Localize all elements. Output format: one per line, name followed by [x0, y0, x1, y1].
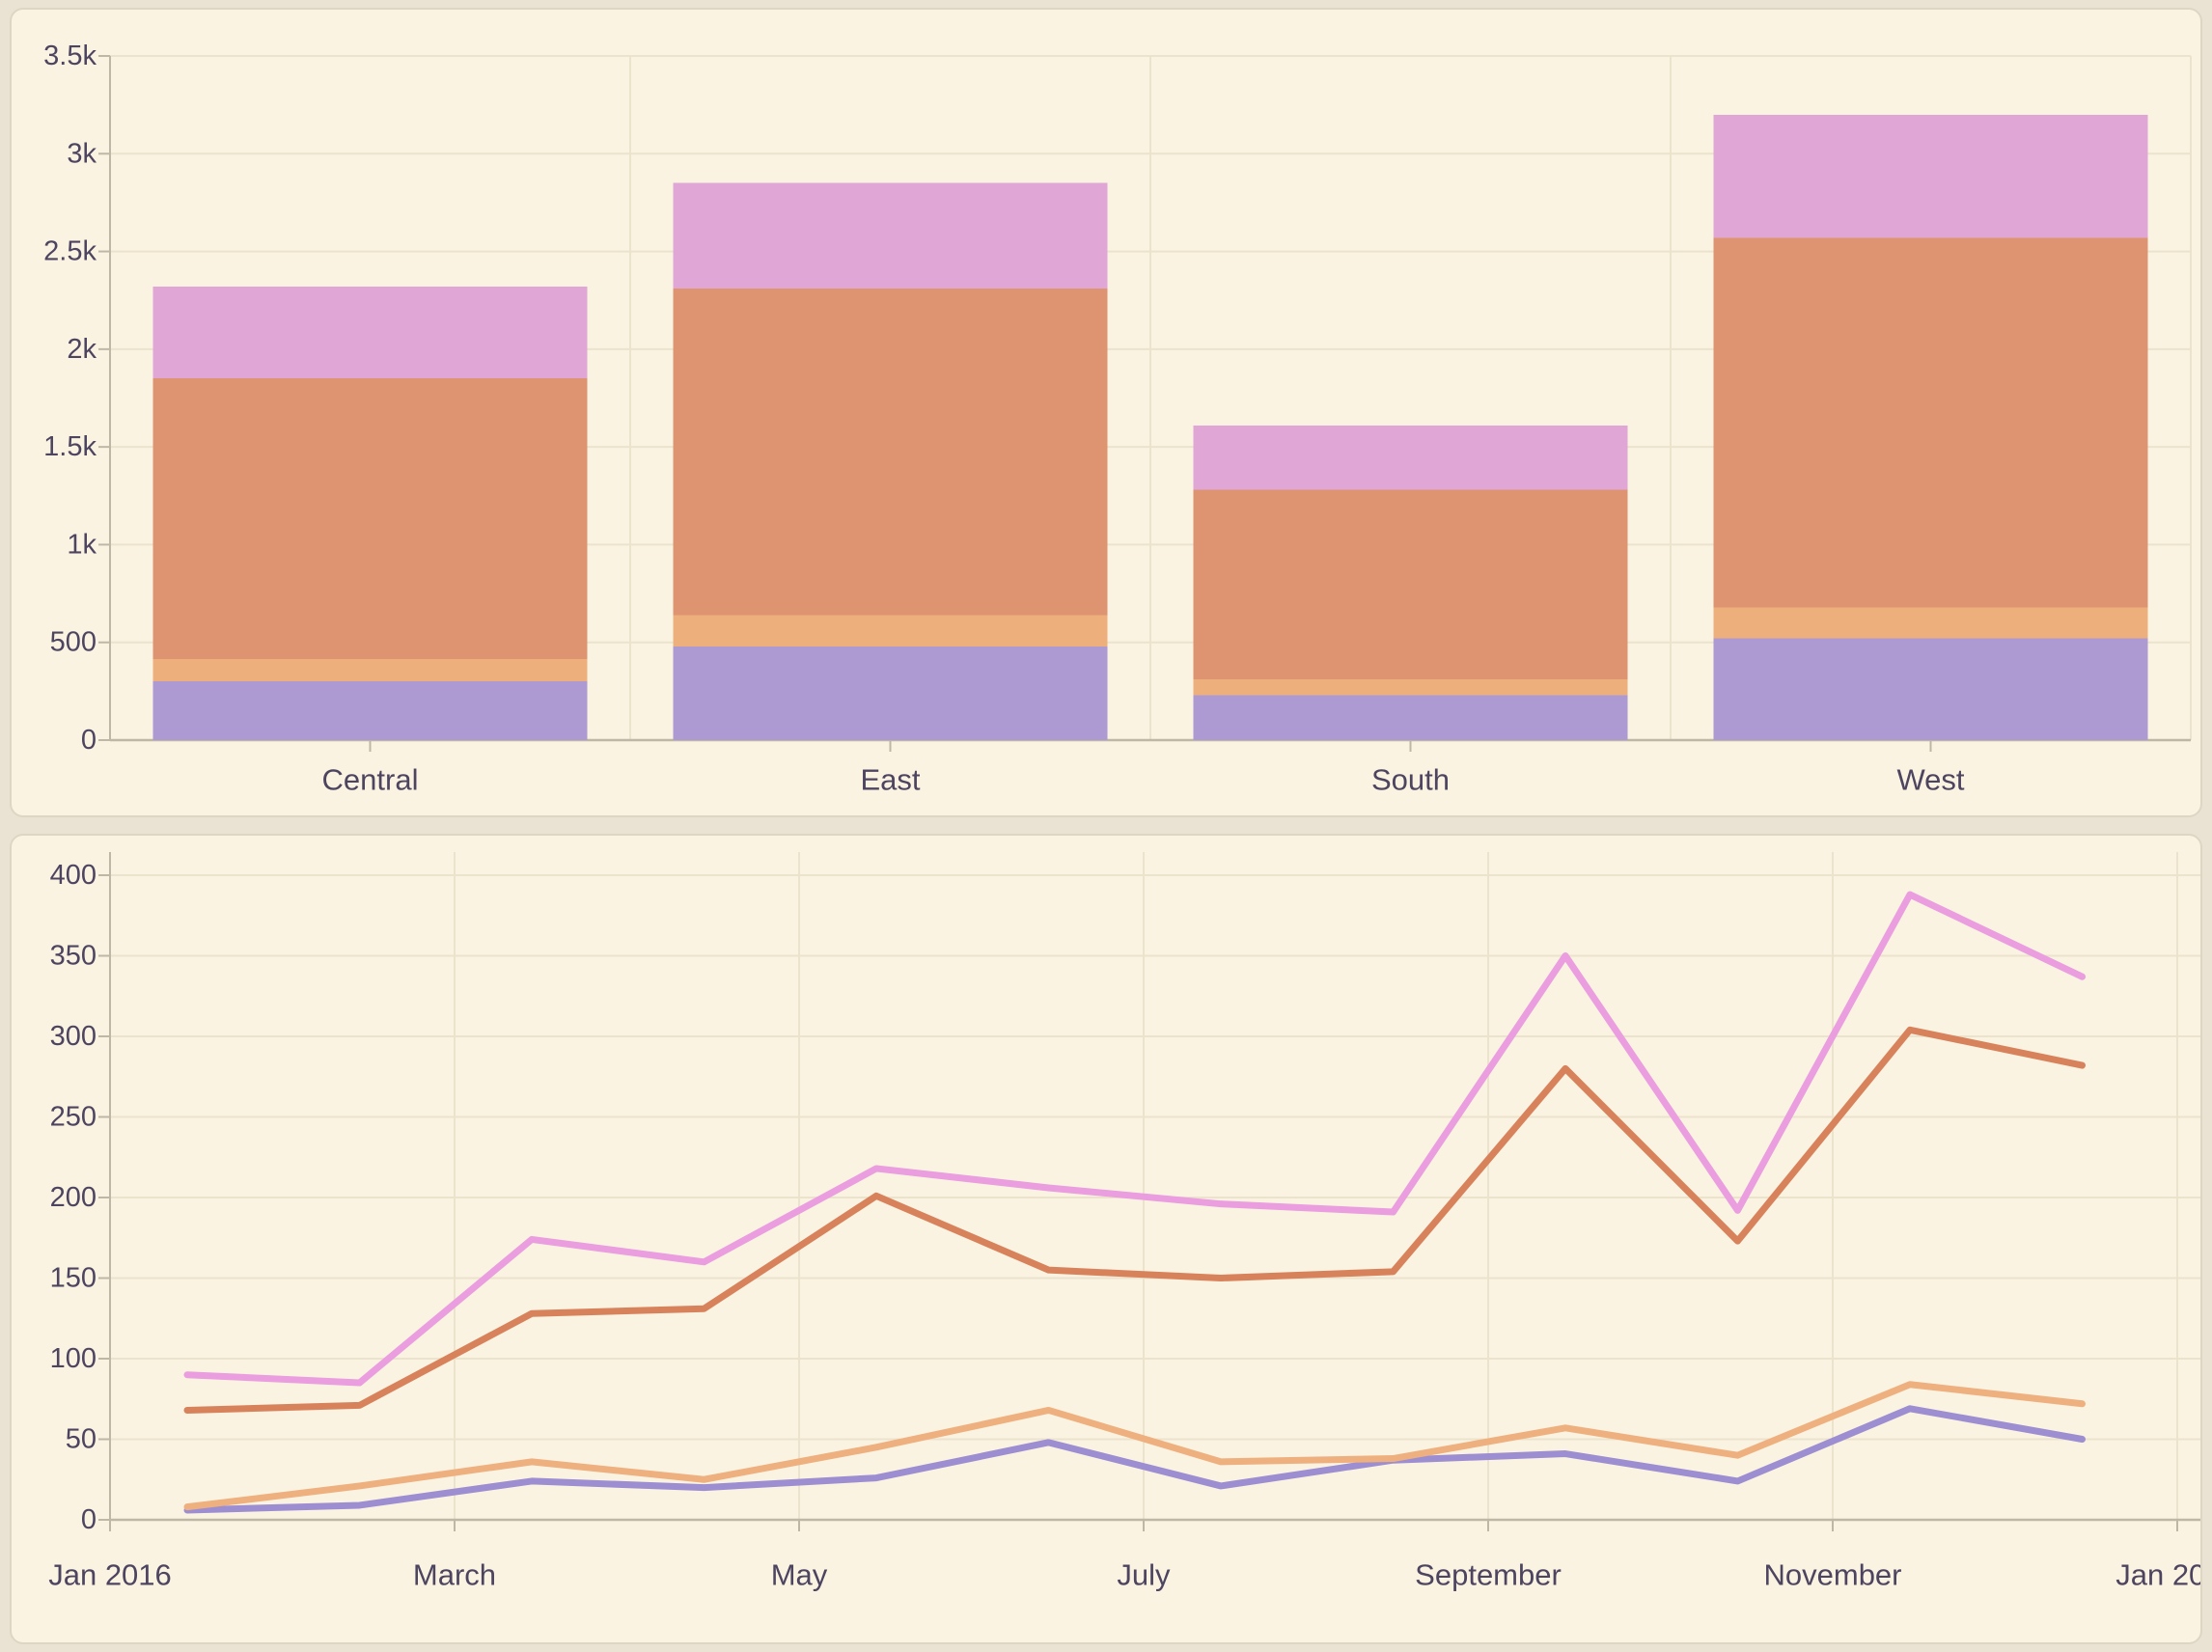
y-axis-tick-label: 0 [81, 1504, 97, 1535]
line-series-orange[interactable] [183, 1381, 2086, 1511]
y-axis-tick-label: 0 [81, 725, 97, 756]
y-axis-tick-label: 3.5k [43, 41, 97, 71]
bar-segment-pink-central[interactable] [152, 287, 588, 379]
y-axis-tick-label: 200 [50, 1182, 97, 1213]
bar-segment-purple-east[interactable] [673, 646, 1108, 740]
category-label: Central [322, 763, 419, 797]
bar-segment-orange-central[interactable] [152, 658, 588, 682]
y-axis-tick-label: 3k [67, 138, 97, 169]
x-axis-tick-label: May [771, 1558, 828, 1592]
line-series-salmon[interactable] [183, 1026, 2086, 1414]
bar-segment-pink-south[interactable] [1193, 425, 1628, 490]
bar-segment-orange-east[interactable] [673, 615, 1108, 647]
y-axis-tick-label: 300 [50, 1021, 97, 1052]
y-axis-tick-label: 400 [50, 860, 97, 891]
bar-segment-salmon-south[interactable] [1193, 489, 1628, 680]
y-axis-tick-label: 2k [67, 334, 97, 365]
bar-segment-purple-south[interactable] [1193, 695, 1628, 740]
line-series-purple[interactable] [183, 1405, 2086, 1514]
x-axis-tick-label: Jan 2016 [48, 1558, 172, 1592]
bar-segment-orange-west[interactable] [1713, 607, 2148, 639]
bar-segment-purple-west[interactable] [1713, 638, 2148, 740]
bar-segment-pink-east[interactable] [673, 182, 1108, 289]
bar-segment-pink-west[interactable] [1713, 114, 2148, 238]
x-axis-tick-label: November [1764, 1558, 1902, 1592]
x-axis-tick-label: July [1117, 1558, 1171, 1592]
x-axis-tick-label: March [413, 1558, 496, 1592]
y-axis-tick-label: 50 [66, 1424, 97, 1455]
y-axis-tick-label: 100 [50, 1343, 97, 1374]
line-series-violet[interactable] [183, 891, 2086, 1387]
line-chart-panel: 0 50 100 150 200 250 300 350 400 Jan 2016 March May… [10, 834, 2202, 1644]
category-label: East [860, 763, 920, 797]
category-label: South [1371, 763, 1450, 797]
line-chart: 0 50 100 150 200 250 300 350 400 Jan 2016 March May… [48, 852, 2200, 1592]
bar-segment-orange-south[interactable] [1193, 679, 1628, 696]
y-axis-tick-label: 250 [50, 1102, 97, 1133]
bar-segment-purple-central[interactable] [152, 681, 588, 740]
x-axis-tick-label: September [1415, 1558, 1562, 1592]
bar-segment-salmon-central[interactable] [152, 378, 588, 659]
y-axis-tick-label: 350 [50, 941, 97, 972]
y-axis-tick-label: 1.5k [43, 431, 97, 462]
y-axis-tick-label: 500 [50, 627, 97, 658]
stacked-bar-chart: 0 500 1k 1.5k 2k 2.5k 3k 3.5k Central East South We… [43, 41, 2192, 797]
y-axis-tick-label: 1k [67, 529, 97, 560]
category-label: West [1896, 763, 1964, 797]
bar-segment-salmon-west[interactable] [1713, 237, 2148, 608]
bar-segment-salmon-east[interactable] [673, 289, 1108, 616]
x-axis-tick-label: Jan 2017 [2115, 1558, 2200, 1592]
stacked-bar-chart-panel: 0 500 1k 1.5k 2k 2.5k 3k 3.5k Central East South We… [10, 8, 2202, 817]
y-axis-tick-label: 2.5k [43, 236, 97, 267]
y-axis-tick-label: 150 [50, 1263, 97, 1294]
